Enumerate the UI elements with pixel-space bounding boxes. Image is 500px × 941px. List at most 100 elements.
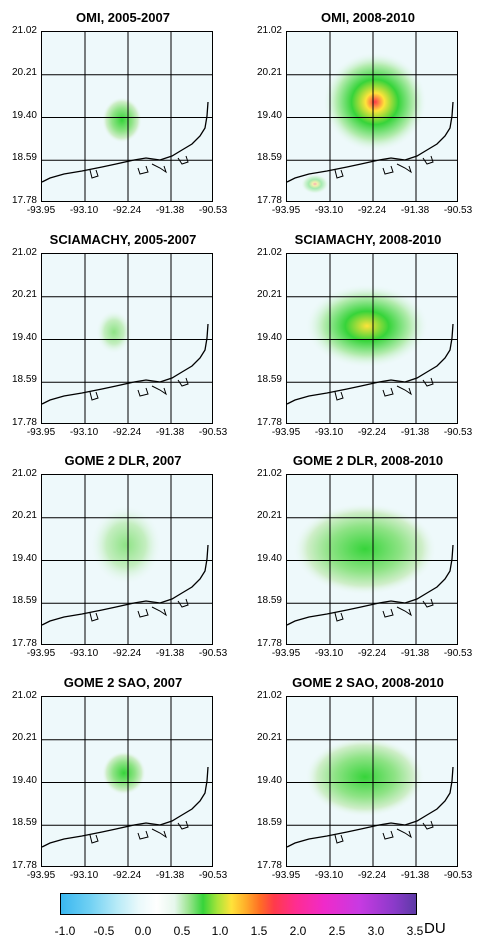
panel-title: OMI, 2005-2007 <box>76 10 170 25</box>
map-area <box>41 696 213 867</box>
y-tick-label: 18.59 <box>11 152 37 163</box>
map-svg <box>287 32 457 201</box>
x-tick-label: -93.10 <box>314 870 344 881</box>
map-panel-sciamachy-2008-2010: SCIAMACHY, 2008-2010 21.02 20.21 19.40 1… <box>248 232 488 462</box>
no2-plume <box>90 505 162 585</box>
x-tick-label: -90.53 <box>198 427 228 438</box>
panel-title: SCIAMACHY, 2008-2010 <box>294 232 442 247</box>
map-svg <box>287 697 457 866</box>
x-tick-label: -93.10 <box>69 870 99 881</box>
x-tick-label: -90.53 <box>198 648 228 659</box>
coastline <box>287 544 454 626</box>
map-panel-sciamachy-2005-2007: SCIAMACHY, 2005-2007 21.02 20.21 19.40 1… <box>3 232 243 462</box>
no2-plume <box>102 97 142 143</box>
coastline <box>42 101 209 183</box>
map-panel-gome2-sao-2008-2010: GOME 2 SAO, 2008-2010 21.02 20.21 19.40 … <box>248 675 488 905</box>
y-tick-label: 20.21 <box>256 732 282 743</box>
map-svg <box>42 697 212 866</box>
no2-plume <box>301 174 329 194</box>
colorbar-tick-label: 2.5 <box>328 924 346 938</box>
panel-title: SCIAMACHY, 2005-2007 <box>49 232 197 247</box>
coastline-detail <box>89 820 189 844</box>
x-tick-label: -91.38 <box>400 648 430 659</box>
y-tick-label: 19.40 <box>256 775 282 786</box>
no2-plume <box>323 52 427 152</box>
x-tick-label: -92.24 <box>357 205 387 216</box>
colorbar-tick-label: -1.0 <box>54 924 76 938</box>
map-area <box>286 31 458 202</box>
colorbar-tick-label: 1.5 <box>250 924 268 938</box>
y-tick-label: 20.21 <box>256 510 282 521</box>
colorbar-tick-label: 0.0 <box>134 924 152 938</box>
x-tick-label: -92.24 <box>112 205 142 216</box>
x-tick-label: -91.38 <box>155 648 185 659</box>
panel-title: GOME 2 SAO, 2007 <box>63 675 183 690</box>
y-tick-label: 18.59 <box>11 595 37 606</box>
map-panel-omi-2005-2007: OMI, 2005-2007 21.02 20.21 19.40 18.59 1… <box>3 10 243 240</box>
y-tick-label: 17.78 <box>256 417 282 428</box>
x-tick-label: -92.24 <box>357 427 387 438</box>
no2-plume <box>305 737 425 817</box>
x-tick-label: -92.24 <box>112 427 142 438</box>
panel-title: GOME 2 DLR, 2008-2010 <box>292 453 444 468</box>
y-tick-label: 18.59 <box>256 595 282 606</box>
y-tick-label: 17.78 <box>11 195 37 206</box>
x-tick-label: -90.53 <box>443 205 473 216</box>
y-tick-label: 18.59 <box>11 817 37 828</box>
y-tick-label: 18.59 <box>256 152 282 163</box>
no2-plume <box>305 284 429 368</box>
x-tick-label: -91.38 <box>400 870 430 881</box>
map-panel-gome2-dlr-2008-2010: GOME 2 DLR, 2008-2010 21.02 20.21 19.40 … <box>248 453 488 683</box>
y-tick-label: 21.02 <box>11 25 37 36</box>
y-tick-label: 19.40 <box>11 110 37 121</box>
map-area <box>41 253 213 424</box>
y-tick-label: 18.59 <box>256 374 282 385</box>
no2-plume <box>96 310 132 354</box>
x-tick-label: -90.53 <box>198 870 228 881</box>
y-tick-label: 19.40 <box>11 553 37 564</box>
x-tick-label: -90.53 <box>443 870 473 881</box>
x-tick-label: -93.95 <box>271 427 301 438</box>
x-tick-label: -91.38 <box>400 427 430 438</box>
coastline-detail <box>89 377 189 401</box>
no2-plume <box>293 503 437 595</box>
colorbar-tick-label: 3.5 <box>406 924 424 938</box>
y-tick-label: 20.21 <box>11 289 37 300</box>
map-area <box>286 253 458 424</box>
y-tick-label: 20.21 <box>256 67 282 78</box>
coastline-detail <box>89 598 189 622</box>
x-tick-label: -93.95 <box>271 648 301 659</box>
y-tick-label: 21.02 <box>11 247 37 258</box>
map-panel-gome2-sao-2007: GOME 2 SAO, 2007 21.02 20.21 19.40 18.59… <box>3 675 243 905</box>
y-tick-label: 21.02 <box>256 690 282 701</box>
colorbar-tick-label: 1.0 <box>211 924 229 938</box>
y-tick-label: 19.40 <box>256 553 282 564</box>
y-tick-label: 18.59 <box>11 374 37 385</box>
colorbar <box>60 893 417 915</box>
x-tick-label: -93.95 <box>271 870 301 881</box>
x-tick-label: -90.53 <box>443 427 473 438</box>
x-tick-label: -91.38 <box>155 870 185 881</box>
coastline <box>287 766 454 848</box>
coastline-detail <box>89 155 189 179</box>
coastline-detail <box>334 155 434 179</box>
map-area <box>41 474 213 645</box>
y-tick-label: 19.40 <box>11 332 37 343</box>
x-tick-label: -93.95 <box>26 205 56 216</box>
map-svg <box>42 254 212 423</box>
coastline <box>42 766 209 848</box>
y-tick-label: 21.02 <box>11 468 37 479</box>
colorbar-tick-label: 0.5 <box>173 924 191 938</box>
x-tick-label: -93.95 <box>26 427 56 438</box>
y-tick-label: 21.02 <box>11 690 37 701</box>
x-tick-label: -93.10 <box>69 205 99 216</box>
x-tick-label: -90.53 <box>198 205 228 216</box>
y-tick-label: 21.02 <box>256 468 282 479</box>
x-tick-label: -93.95 <box>26 870 56 881</box>
x-tick-label: -91.38 <box>155 205 185 216</box>
x-tick-label: -92.24 <box>357 870 387 881</box>
panel-title: GOME 2 DLR, 2007 <box>64 453 182 468</box>
y-tick-label: 20.21 <box>11 732 37 743</box>
panel-title: GOME 2 SAO, 2008-2010 <box>292 675 444 690</box>
colorbar-tick-label: 2.0 <box>289 924 307 938</box>
